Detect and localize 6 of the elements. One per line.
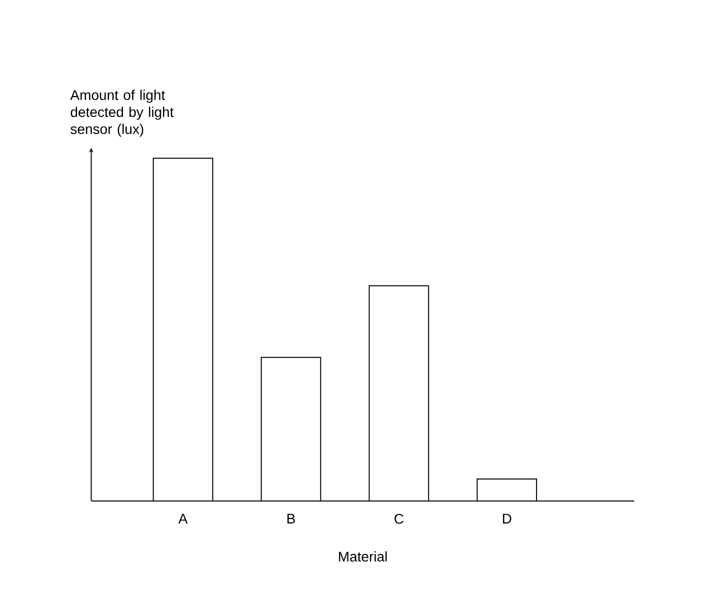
x-tick-label: A bbox=[178, 514, 188, 524]
x-tick-label: D bbox=[502, 514, 512, 524]
x-tick-label: C bbox=[394, 514, 404, 524]
x-tick-label: B bbox=[287, 514, 295, 524]
x-axis-title: Material bbox=[339, 551, 387, 562]
y-axis-title: Amount of light detected by light sensor (lux) bbox=[70, 90, 174, 137]
